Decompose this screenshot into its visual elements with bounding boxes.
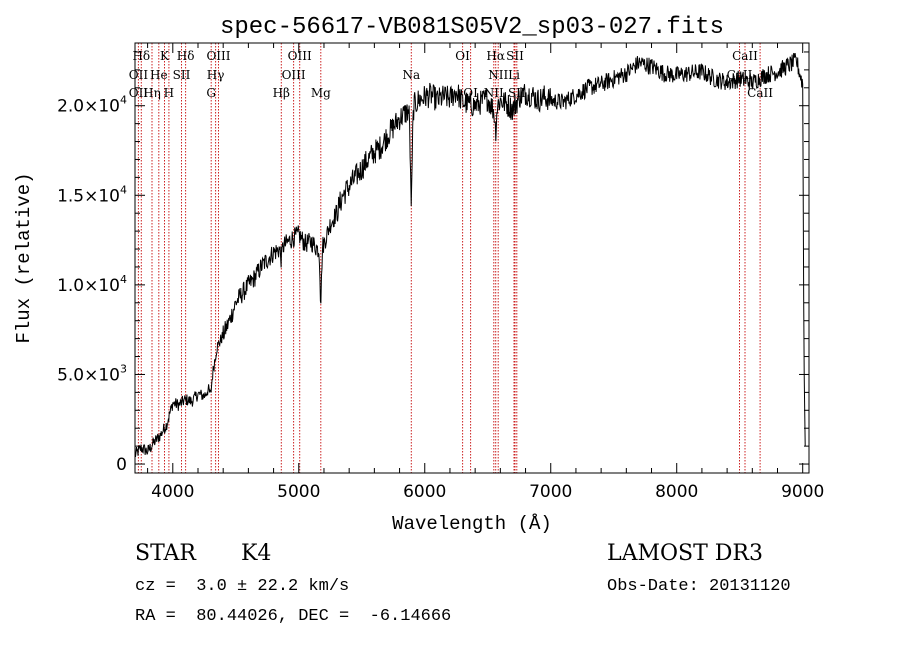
line-marker-label: Hβ (273, 86, 290, 100)
line-marker-label: G (206, 86, 216, 100)
line-marker-label: SII (506, 49, 524, 63)
y-tick-label: 1.0×104 (57, 273, 127, 296)
line-marker-label: OI (455, 49, 470, 63)
line-marker-label: H (164, 86, 174, 100)
x-tick-label: 8000 (655, 482, 698, 502)
observation-date: Obs-Date: 20131120 (607, 577, 791, 596)
x-tick-label: 6000 (403, 482, 446, 502)
line-marker-label: Hδ (132, 49, 150, 63)
line-marker-label: OIII (288, 49, 312, 63)
x-axis-ticks: 4000 5000 6000 7000 8000 9000 (147, 43, 824, 502)
line-marker-label: K (160, 49, 170, 63)
x-axis-label: Wavelength (Å) (392, 513, 552, 535)
line-marker-label: Li (508, 68, 520, 82)
y-tick-label: 5.0×103 (57, 362, 127, 385)
line-marker-label: OII (129, 68, 149, 82)
coordinates-text: RA = 80.44026, DEC = -6.14666 (135, 607, 451, 626)
y-axis-ticks: 0 5.0×103 1.0×104 1.5×104 2.0×104 (57, 51, 809, 475)
y-tick-label: 1.5×104 (57, 183, 127, 206)
x-tick-label: 5000 (277, 482, 320, 502)
info-panel: STAR K4 cz = 3.0 ± 22.2 km/s RA = 80.440… (135, 541, 791, 626)
line-marker-label: OIII (206, 49, 230, 63)
survey-name: LAMOST DR3 (607, 541, 763, 566)
y-tick-label: 0 (116, 455, 127, 475)
plot-frame (134, 42, 810, 474)
line-marker-label: He (150, 68, 168, 82)
x-tick-label: 9000 (781, 482, 824, 502)
line-marker-label: Hδ (177, 49, 195, 63)
object-class: STAR (135, 541, 197, 566)
line-marker-label: Hη (143, 86, 161, 100)
line-marker-label: Na (402, 68, 420, 82)
spectrum-line (134, 52, 806, 458)
x-tick-label: 4000 (151, 482, 194, 502)
line-marker-label: Hγ (207, 68, 225, 82)
y-axis-label: Flux (relative) (13, 172, 35, 343)
line-marker-label: CaII (747, 86, 773, 100)
y-tick-label: 2.0×104 (57, 94, 127, 117)
x-tick-label: 7000 (529, 482, 572, 502)
line-marker-label: Mg (311, 86, 331, 100)
line-marker-label: OIII (282, 68, 306, 82)
line-marker-label: SII (173, 68, 191, 82)
line-marker-label: NII (484, 86, 504, 100)
line-marker-label: CaII (732, 49, 758, 63)
redshift-text: cz = 3.0 ± 22.2 km/s (135, 577, 349, 596)
object-subclass: K4 (241, 541, 271, 566)
line-marker-label: NII (488, 68, 508, 82)
line-marker-label: OII (129, 86, 149, 100)
chart-title: spec-56617-VB081S05V2_sp03-027.fits (220, 14, 724, 41)
line-marker-label: Hα (486, 49, 505, 63)
